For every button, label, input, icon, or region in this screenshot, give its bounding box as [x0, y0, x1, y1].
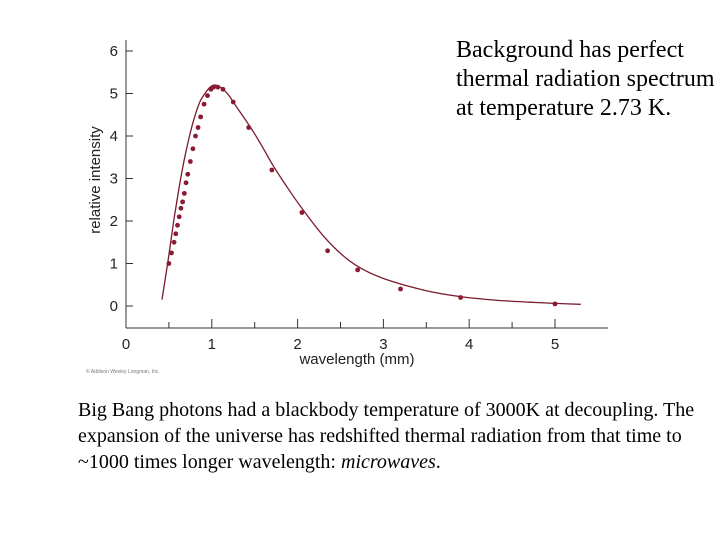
- data-point: [185, 171, 191, 177]
- data-point: [169, 250, 174, 256]
- data-point: [458, 295, 464, 300]
- data-point: [176, 214, 182, 220]
- data-point: [269, 167, 275, 173]
- x-tick-label: 0: [122, 336, 130, 353]
- data-point: [171, 239, 177, 245]
- data-point: [325, 248, 331, 254]
- data-point: [205, 93, 210, 99]
- x-tick-label: 1: [208, 336, 216, 353]
- data-point: [220, 86, 226, 92]
- data-point: [215, 84, 221, 90]
- caption-end: .: [435, 451, 441, 473]
- y-tick-label: 3: [110, 171, 118, 188]
- annotation-text: Background has perfect thermal radiation…: [456, 37, 715, 121]
- caption-text: Big Bang photons had a blackbody tempera…: [78, 397, 698, 475]
- data-point: [178, 205, 184, 211]
- x-tick-label: 5: [551, 336, 559, 353]
- blackbody-curve: [161, 84, 581, 305]
- data-point: [355, 267, 361, 273]
- y-tick-label: 2: [110, 213, 118, 230]
- x-tick-label: 2: [293, 336, 301, 353]
- y-tick-label: 6: [110, 43, 118, 60]
- data-point: [175, 222, 180, 228]
- data-point: [187, 159, 193, 164]
- data-point: [181, 190, 187, 196]
- data-point: [173, 231, 179, 237]
- x-tick-label: 3: [379, 336, 387, 353]
- data-point: [180, 199, 186, 205]
- data-point: [195, 125, 201, 130]
- y-tick-label: 5: [110, 86, 118, 103]
- data-point: [246, 125, 252, 130]
- data-point: [183, 180, 189, 186]
- caption-body: Big Bang photons had a blackbody tempera…: [78, 399, 695, 473]
- data-point: [201, 101, 207, 107]
- data-point: [230, 99, 236, 105]
- copyright-credit: © Addison Wesley Longman, Inc.: [86, 368, 160, 375]
- y-tick-label: 4: [110, 128, 118, 145]
- y-tick-labels: 0 1 2 3 4 5 6: [110, 43, 118, 315]
- chart-axes: [125, 40, 608, 329]
- x-tick-label: 4: [465, 336, 473, 353]
- y-tick-label: 1: [110, 256, 118, 273]
- data-point: [198, 114, 204, 120]
- x-tick-labels: 0 1 2 3 4 5: [122, 336, 559, 353]
- data-point: [398, 286, 403, 292]
- data-point: [166, 261, 172, 266]
- y-tick-label: 0: [110, 298, 118, 315]
- data-point: [211, 84, 216, 90]
- data-point: [552, 301, 558, 307]
- caption-emphasis: microwaves: [341, 451, 436, 473]
- data-points: [166, 84, 558, 307]
- data-point: [190, 146, 196, 152]
- data-point: [299, 210, 305, 215]
- x-axis-title: wavelength (mm): [298, 351, 414, 368]
- data-point: [193, 133, 198, 139]
- y-axis-title: relative intensity: [87, 126, 104, 234]
